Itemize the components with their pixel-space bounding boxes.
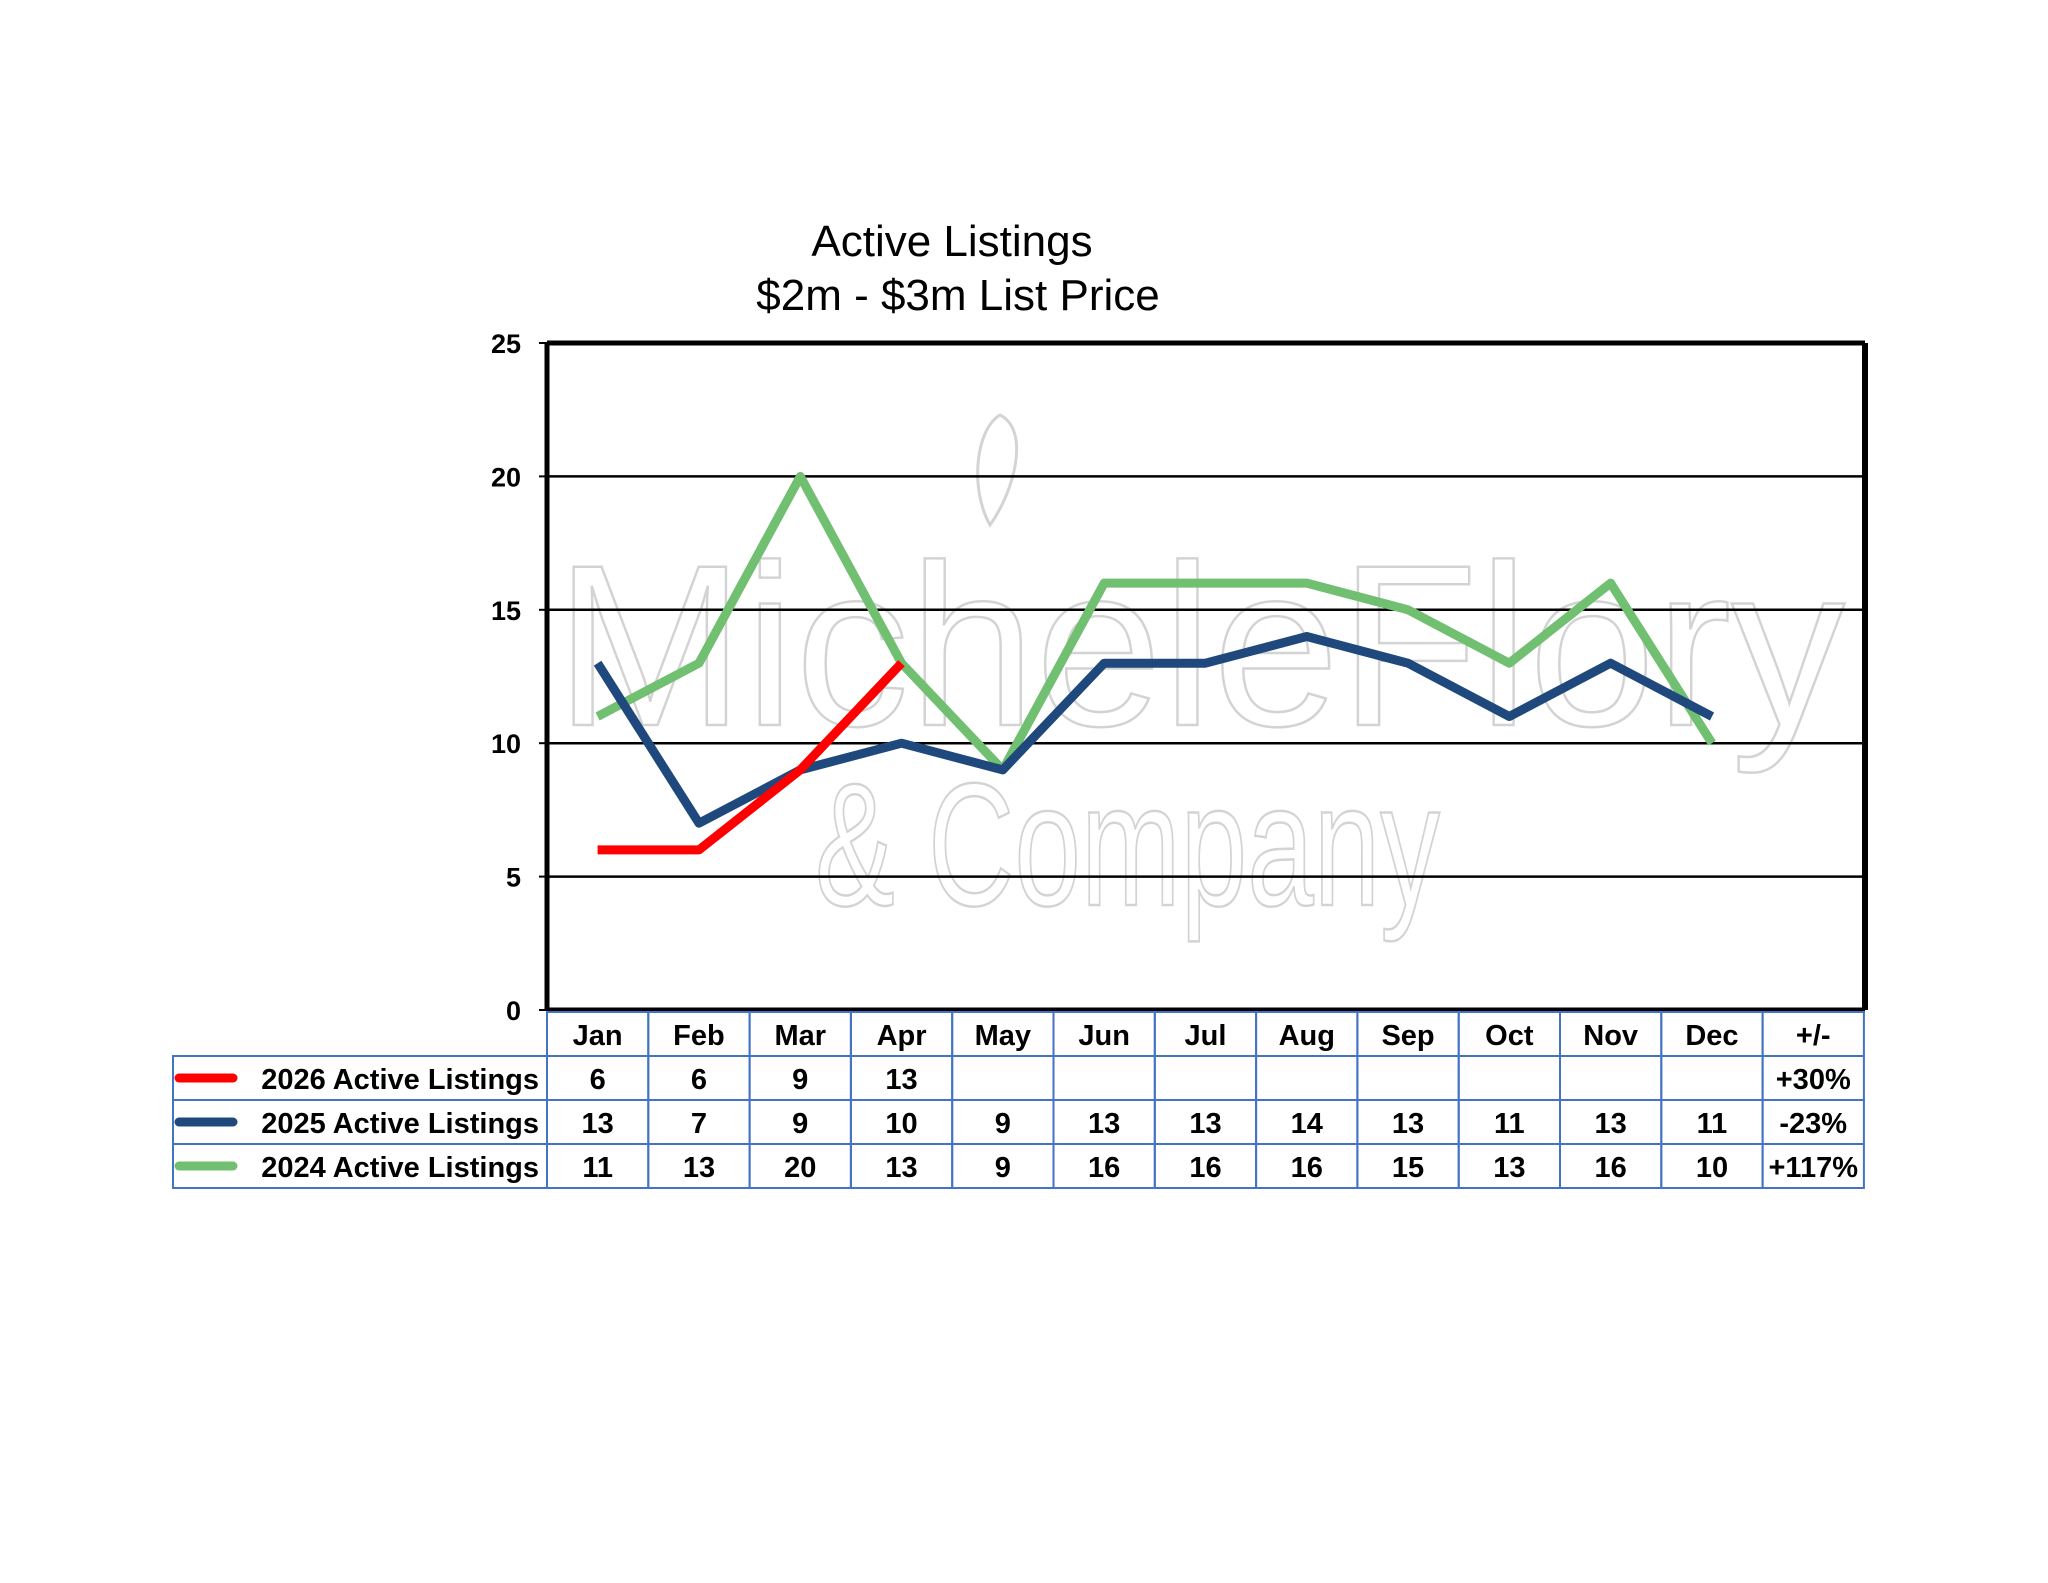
table-cell <box>1660 1055 1764 1101</box>
data-label: 9 <box>995 1108 1011 1140</box>
data-label: 10 <box>1696 1152 1728 1184</box>
data-label: 15 <box>1392 1152 1424 1184</box>
legend-label: 2025 Active Listings <box>261 1108 539 1140</box>
data-label: 11 <box>582 1152 613 1184</box>
data-label: 9 <box>792 1108 808 1140</box>
data-label: 20 <box>784 1152 816 1184</box>
series-line-1 <box>597 660 905 855</box>
data-label: 16 <box>1088 1152 1120 1184</box>
y-tick-label: 0 <box>506 996 521 1026</box>
data-label: 16 <box>1189 1152 1221 1184</box>
x-tick-label: Apr <box>877 1020 927 1052</box>
table-cell <box>1255 1055 1359 1101</box>
x-tick-label: Jul <box>1184 1020 1226 1052</box>
chart-title: Active Listings <box>811 217 1092 266</box>
data-label: 13 <box>1392 1108 1424 1140</box>
table-cell <box>1457 1055 1561 1101</box>
chart-subtitle: $2m - $3m List Price <box>756 271 1159 320</box>
y-tick-label: 15 <box>491 596 521 626</box>
x-tick-label: Mar <box>774 1020 826 1052</box>
data-table: Jan Feb Mar Apr May Jun Jul Aug Sep Oct Nov Dec +/- 2… <box>172 1011 1865 1189</box>
data-label: 11 <box>1697 1108 1728 1140</box>
data-label: 13 <box>683 1152 715 1184</box>
x-tick-label: Feb <box>673 1020 725 1052</box>
y-tick-label: 25 <box>491 329 521 359</box>
watermark-company: & Company <box>815 748 1440 943</box>
x-tick-label: Nov <box>1583 1020 1638 1052</box>
table-cell <box>1356 1055 1460 1101</box>
data-label: 14 <box>1291 1108 1323 1140</box>
data-label: 13 <box>885 1152 917 1184</box>
data-label: 16 <box>1291 1152 1323 1184</box>
change-value: -23% <box>1779 1108 1847 1140</box>
data-label: 9 <box>792 1064 808 1096</box>
table-cell <box>1761 1143 1865 1189</box>
data-label: 13 <box>1088 1108 1120 1140</box>
legend-label: 2024 Active Listings <box>261 1152 539 1184</box>
data-label: 7 <box>691 1108 707 1140</box>
data-label: 13 <box>1189 1108 1221 1140</box>
y-tick-label: 5 <box>506 863 521 893</box>
data-label: 6 <box>691 1064 707 1096</box>
data-label: 9 <box>995 1152 1011 1184</box>
change-value: +117% <box>1768 1152 1858 1184</box>
watermark-logo: MicheleFlory& Company <box>554 413 1846 944</box>
series-line-3 <box>595 471 1716 775</box>
x-tick-label: Jun <box>1078 1020 1130 1052</box>
data-label: 11 <box>1494 1108 1525 1140</box>
change-value: +30% <box>1776 1064 1851 1096</box>
data-label: 16 <box>1595 1152 1627 1184</box>
x-tick-label: Sep <box>1381 1020 1434 1052</box>
x-tick-label: May <box>975 1020 1031 1052</box>
watermark-name: MicheleFlory <box>555 517 1845 774</box>
x-tick-label: Aug <box>1279 1020 1335 1052</box>
table-cell <box>1153 1055 1258 1101</box>
legend-label: 2026 Active Listings <box>261 1064 539 1096</box>
table-cell <box>951 1055 1055 1101</box>
data-label: 13 <box>1493 1152 1525 1184</box>
x-tick-label: Dec <box>1685 1020 1738 1052</box>
data-label: 13 <box>885 1064 917 1096</box>
table-cell <box>1052 1055 1156 1101</box>
data-label: 10 <box>885 1108 917 1140</box>
data-label: 13 <box>1595 1108 1627 1140</box>
y-tick-label: 20 <box>491 462 521 492</box>
x-tick-label: Oct <box>1485 1020 1534 1052</box>
data-label: 6 <box>590 1064 606 1096</box>
table-cell <box>1559 1055 1663 1101</box>
y-tick-label: 10 <box>491 729 521 759</box>
change-header: +/- <box>1796 1020 1831 1052</box>
data-label: 13 <box>582 1108 614 1140</box>
x-tick-label: Jan <box>573 1020 623 1052</box>
watermark-leaf-icon <box>976 413 1019 528</box>
